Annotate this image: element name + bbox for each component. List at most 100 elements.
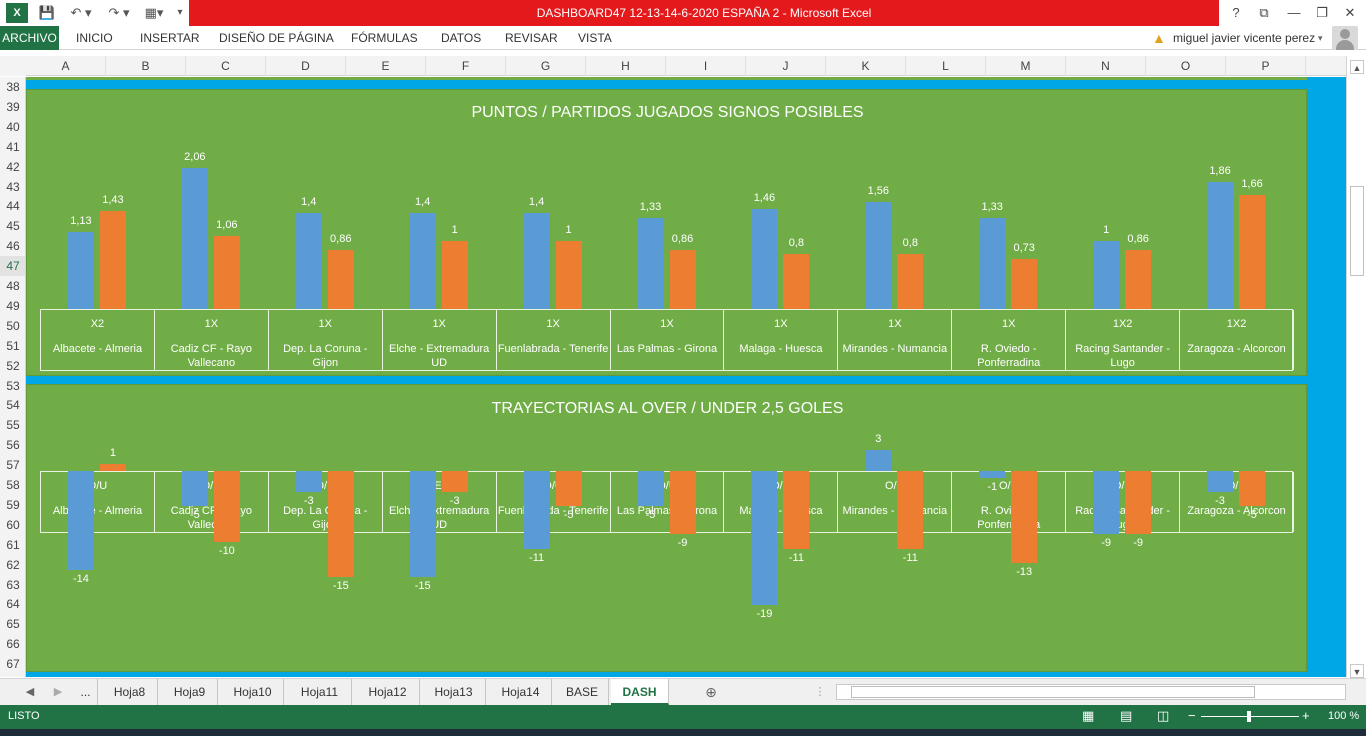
row-header-40[interactable]: 40 xyxy=(6,119,20,134)
ou-bar[interactable] xyxy=(523,471,550,549)
row-header-45[interactable]: 45 xyxy=(6,219,20,234)
minimize-button[interactable]: — xyxy=(1287,5,1301,20)
row-header-52[interactable]: 52 xyxy=(6,358,20,373)
ou-bar[interactable] xyxy=(213,471,240,542)
select-all-corner[interactable] xyxy=(0,56,26,76)
points-bar[interactable] xyxy=(441,240,468,309)
ou-bar[interactable] xyxy=(327,471,354,577)
tab-vista[interactable]: VISTA xyxy=(578,31,612,45)
sheet-tab-hoja8[interactable]: Hoja8 xyxy=(102,679,158,705)
row-header-48[interactable]: 48 xyxy=(6,279,20,293)
points-bar[interactable] xyxy=(213,236,240,309)
sheet-tab-base[interactable]: BASE xyxy=(556,679,609,705)
sheet-tab-hoja9[interactable]: Hoja9 xyxy=(162,679,218,705)
row-header-62[interactable]: 62 xyxy=(6,557,20,572)
row-header-42[interactable]: 42 xyxy=(6,159,20,174)
column-header-a[interactable]: A xyxy=(26,56,106,76)
avatar[interactable] xyxy=(1332,26,1358,50)
tab-archivo[interactable]: ARCHIVO xyxy=(0,26,59,50)
horizontal-scrollbar[interactable] xyxy=(836,684,1346,700)
points-bar[interactable] xyxy=(523,213,550,309)
zoom-level[interactable]: 100 % xyxy=(1328,710,1360,722)
tab-inicio[interactable]: INICIO xyxy=(76,31,113,45)
row-header-39[interactable]: 39 xyxy=(6,99,20,114)
add-sheet-icon[interactable]: ⊕ xyxy=(705,684,717,700)
column-header-l[interactable]: L xyxy=(906,56,986,76)
ou-bar[interactable] xyxy=(555,471,582,507)
normal-view-icon[interactable]: ▦ xyxy=(1082,708,1095,723)
points-chart[interactable]: PUNTOS / PARTIDOS JUGADOS SIGNOS POSIBLE… xyxy=(26,89,1307,376)
column-header-p[interactable]: P xyxy=(1226,56,1306,76)
ou-bar[interactable] xyxy=(897,471,924,549)
ou-bar[interactable] xyxy=(1011,471,1038,563)
points-bar[interactable] xyxy=(637,217,664,309)
column-header-i[interactable]: I xyxy=(666,56,746,76)
help-button[interactable]: ? xyxy=(1232,5,1240,20)
points-bar[interactable] xyxy=(865,202,892,309)
scroll-up-icon[interactable]: ▲ xyxy=(1350,60,1364,74)
points-bar[interactable] xyxy=(409,213,436,309)
points-bar[interactable] xyxy=(67,231,94,309)
row-header-50[interactable]: 50 xyxy=(6,318,20,333)
row-header-56[interactable]: 56 xyxy=(6,438,20,453)
tab-split-handle-icon[interactable]: ⋮ xyxy=(814,686,826,698)
ou-bar[interactable] xyxy=(1207,471,1234,493)
row-header-67[interactable]: 67 xyxy=(6,657,20,672)
points-bar[interactable] xyxy=(181,167,208,309)
ou-bar[interactable] xyxy=(295,471,322,493)
column-header-c[interactable]: C xyxy=(186,56,266,76)
ribbon-display-button[interactable]: ⧉ xyxy=(1259,5,1269,20)
row-header-44[interactable]: 44 xyxy=(6,199,20,214)
points-bar[interactable] xyxy=(1093,240,1120,309)
row-header-47[interactable]: 47 xyxy=(0,256,25,277)
redo-icon[interactable]: ↷ ▾ xyxy=(108,5,130,20)
points-bar[interactable] xyxy=(295,213,322,309)
row-header-38[interactable]: 38 xyxy=(6,80,20,94)
points-bar[interactable] xyxy=(751,208,778,309)
ou-bar[interactable] xyxy=(441,471,468,493)
tab-insertar[interactable]: INSERTAR xyxy=(140,31,200,45)
sheet-grid[interactable]: PUNTOS / PARTIDOS JUGADOS SIGNOS POSIBLE… xyxy=(26,77,1346,677)
points-bar[interactable] xyxy=(1239,195,1266,309)
row-header-63[interactable]: 63 xyxy=(6,577,20,592)
column-header-g[interactable]: G xyxy=(506,56,586,76)
vertical-scrollbar[interactable]: ▲ ▼ xyxy=(1346,56,1366,678)
save-icon[interactable]: 💾 xyxy=(38,5,56,20)
ou-bar[interactable] xyxy=(1125,471,1152,535)
sheet-tab-hoja14[interactable]: Hoja14 xyxy=(490,679,552,705)
sheet-tab-hoja10[interactable]: Hoja10 xyxy=(222,679,284,705)
row-header-61[interactable]: 61 xyxy=(6,537,20,552)
tab-datos[interactable]: DATOS xyxy=(441,31,482,45)
column-header-b[interactable]: B xyxy=(106,56,186,76)
ou-bar[interactable] xyxy=(783,471,810,549)
row-header-65[interactable]: 65 xyxy=(6,617,20,632)
row-header-51[interactable]: 51 xyxy=(6,338,20,353)
zoom-slider-thumb[interactable] xyxy=(1247,711,1251,722)
restore-button[interactable]: ❐ xyxy=(1316,5,1328,20)
points-bar[interactable] xyxy=(669,250,696,309)
vertical-scroll-thumb[interactable] xyxy=(1350,186,1364,276)
row-header-54[interactable]: 54 xyxy=(6,398,20,413)
row-header-49[interactable]: 49 xyxy=(6,298,20,313)
ou-bar[interactable] xyxy=(67,471,94,570)
zoom-in-icon[interactable]: + xyxy=(1302,708,1310,723)
prev-sheet-icon[interactable]: ◀ xyxy=(25,686,35,698)
ou-bar[interactable] xyxy=(1093,471,1120,535)
column-header-d[interactable]: D xyxy=(266,56,346,76)
points-bar[interactable] xyxy=(327,250,354,309)
ou-bar[interactable] xyxy=(637,471,664,507)
column-header-o[interactable]: O xyxy=(1146,56,1226,76)
column-header-h[interactable]: H xyxy=(586,56,666,76)
points-bar[interactable] xyxy=(1011,258,1038,309)
next-sheet-icon[interactable]: ▶ xyxy=(53,686,63,698)
sheet-tab-hoja12[interactable]: Hoja12 xyxy=(356,679,420,705)
row-header-46[interactable]: 46 xyxy=(6,239,20,254)
row-header-58[interactable]: 58 xyxy=(6,478,20,492)
sheet-tab-dash[interactable]: DASH xyxy=(611,679,669,705)
row-header-55[interactable]: 55 xyxy=(6,418,20,433)
chart-quick-icon[interactable]: ▦▾ xyxy=(144,5,164,20)
undo-icon[interactable]: ↶ ▾ xyxy=(70,5,92,20)
ou-bar[interactable] xyxy=(409,471,436,577)
zoom-out-icon[interactable]: − xyxy=(1188,708,1196,723)
sheet-tab-more[interactable]: ... xyxy=(74,679,98,705)
